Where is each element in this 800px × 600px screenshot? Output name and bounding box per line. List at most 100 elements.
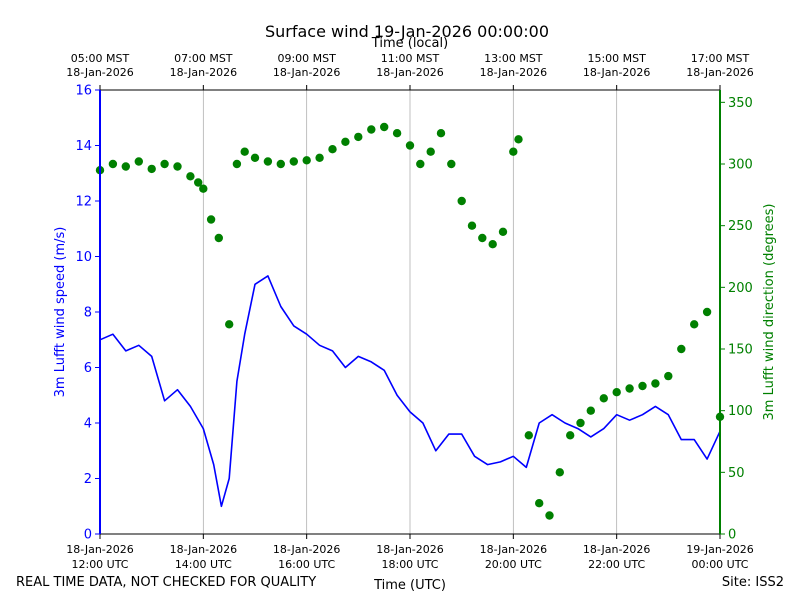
left-tick-label: 6 [84, 361, 92, 376]
right-tick-label: 350 [728, 96, 753, 111]
right-tick-label: 100 [728, 404, 753, 419]
wind-direction-point [478, 233, 487, 243]
wind-direction-point [651, 379, 660, 388]
wind-direction-point [599, 394, 608, 403]
wind-speed-series [99, 275, 721, 508]
x-tick-label-date: 18-Jan-2026 [66, 543, 134, 556]
left-tick-label: 16 [75, 84, 92, 99]
top-tick-label-date: 18-Jan-2026 [480, 66, 548, 79]
wind-direction-point [436, 129, 446, 138]
wind-direction-point [194, 178, 203, 187]
wind-direction-point [289, 157, 298, 166]
wind-direction-point [108, 159, 118, 169]
wind-direction-point [664, 371, 673, 381]
wind-direction-point [524, 431, 533, 440]
wind-direction-point [206, 215, 216, 224]
wind-direction-point [367, 125, 376, 134]
wind-direction-point [147, 164, 156, 174]
x-tick-label-time: 12:00 UTC [71, 558, 128, 571]
wind-direction-point [380, 122, 389, 132]
wind-direction-point [555, 468, 564, 477]
wind-direction-point [302, 156, 311, 165]
x-tick-label-time: 22:00 UTC [588, 558, 645, 571]
top-tick-label-time: 17:00 MST [691, 52, 750, 65]
wind-direction-point [276, 159, 285, 169]
wind-direction-point [199, 184, 208, 193]
quality-disclaimer: REAL TIME DATA, NOT CHECKED FOR QUALITY [16, 575, 317, 590]
right-tick-label: 0 [728, 528, 736, 543]
chart-title: Surface wind 19-Jan-2026 00:00:00 [265, 22, 549, 41]
left-tick-label: 12 [75, 195, 92, 210]
x-tick-label-date: 18-Jan-2026 [376, 543, 444, 556]
wind-direction-point [677, 344, 686, 354]
top-tick-label-time: 15:00 MST [587, 52, 646, 65]
top-tick-label-time: 07:00 MST [174, 52, 233, 65]
top-tick-label-time: 09:00 MST [277, 52, 336, 65]
wind-direction-point [232, 159, 242, 169]
x-tick-label-time: 16:00 UTC [278, 558, 335, 571]
site-label: Site: ISS2 [721, 575, 784, 590]
left-tick-label: 4 [84, 417, 92, 432]
wind-direction-point [416, 159, 425, 169]
x-tick-label-time: 00:00 UTC [691, 558, 748, 571]
wind-direction-point [160, 159, 169, 169]
wind-direction-point [341, 137, 350, 146]
top-tick-label-date: 18-Jan-2026 [273, 66, 341, 79]
x-tick-label-time: 20:00 UTC [485, 558, 542, 571]
top-tick-label-date: 18-Jan-2026 [170, 66, 238, 79]
wind-direction-point [457, 196, 466, 206]
top-axis-title: Time (local) [371, 36, 448, 51]
right-tick-label: 200 [728, 281, 753, 296]
wind-direction-point [328, 145, 337, 154]
top-tick-label-time: 05:00 MST [71, 52, 130, 65]
top-tick-label-date: 18-Jan-2026 [583, 66, 651, 79]
wind-speed-line [99, 275, 721, 508]
wind-direction-point [545, 511, 554, 520]
wind-direction-point [121, 162, 130, 171]
wind-direction-point [638, 381, 647, 391]
right-tick-label: 250 [728, 219, 753, 234]
wind-direction-point [586, 406, 595, 415]
right-tick-label: 300 [728, 158, 753, 173]
wind-direction-point [225, 320, 234, 329]
wind-direction-point [498, 227, 508, 236]
left-tick-label: 8 [84, 306, 92, 321]
x-tick-label-time: 18:00 UTC [381, 558, 438, 571]
wind-direction-point [392, 129, 402, 138]
x-tick-label-date: 18-Jan-2026 [170, 543, 238, 556]
wind-direction-point [354, 132, 363, 142]
wind-direction-point [186, 172, 195, 181]
x-tick-label-date: 18-Jan-2026 [273, 543, 341, 556]
x-tick-label-time: 14:00 UTC [175, 558, 232, 571]
wind-direction-point [576, 418, 585, 428]
left-tick-label: 10 [75, 250, 92, 265]
wind-direction-series [95, 122, 725, 520]
wind-direction-point [467, 221, 477, 230]
wind-direction-point [173, 162, 182, 171]
wind-direction-point [612, 388, 621, 397]
wind-direction-point [509, 147, 518, 156]
wind-direction-point [263, 157, 273, 166]
left-tick-label: 14 [75, 139, 92, 154]
top-tick-label-date: 18-Jan-2026 [66, 66, 134, 79]
wind-direction-point [214, 233, 223, 243]
top-tick-label-time: 13:00 MST [484, 52, 543, 65]
wind-direction-point [690, 320, 699, 329]
top-tick-label-date: 18-Jan-2026 [686, 66, 754, 79]
x-tick-label-date: 19-Jan-2026 [686, 543, 754, 556]
top-tick-label-time: 11:00 MST [381, 52, 440, 65]
wind-direction-point [702, 307, 712, 317]
wind-direction-point [566, 431, 575, 440]
tick-layer: 18-Jan-2026 12:00 UTC 18-Jan-2026 14:00 UTC… [66, 52, 754, 571]
left-tick-label: 0 [84, 528, 92, 543]
x-axis-title: Time (UTC) [373, 578, 446, 593]
grid-layer [99, 90, 721, 534]
wind-direction-point [488, 240, 497, 249]
wind-direction-point [240, 147, 249, 156]
left-tick-label: 2 [84, 472, 92, 487]
wind-direction-point [625, 384, 634, 393]
wind-direction-point [535, 499, 544, 508]
wind-direction-point [426, 147, 435, 156]
wind-direction-point [447, 159, 456, 169]
